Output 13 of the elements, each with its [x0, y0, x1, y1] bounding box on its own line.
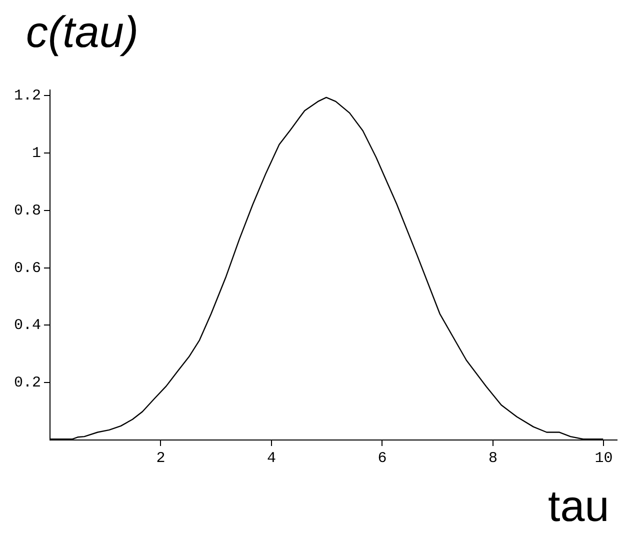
x-tick-label: 2 [156, 450, 166, 467]
y-axis-title: c(tau) [26, 8, 138, 58]
y-tick-label: 0.4 [14, 317, 41, 334]
y-tick-label: 0.6 [14, 260, 41, 277]
x-tick-label: 4 [266, 450, 276, 467]
y-tick-label: 1 [32, 145, 41, 162]
x-tick-label: 6 [378, 450, 387, 467]
y-tick-label: 0.8 [14, 202, 41, 220]
y-tick-label: 0.2 [14, 374, 41, 392]
y-tick-label: 1.2 [14, 88, 41, 105]
x-axis-title: tau [548, 482, 610, 532]
x-tick-label: 8 [488, 450, 498, 467]
x-tick-label: 10 [594, 450, 613, 467]
